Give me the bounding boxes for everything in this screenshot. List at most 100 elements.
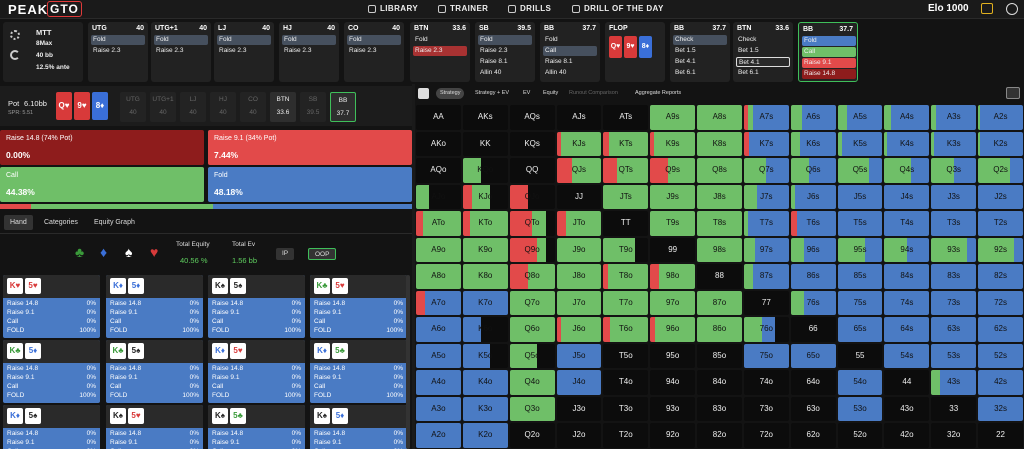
hand-cell[interactable]: K7s [743, 131, 789, 156]
hand-cell[interactable]: 93s [931, 237, 977, 262]
hand-cell[interactable]: 64s [884, 317, 930, 342]
refresh-icon[interactable] [10, 50, 20, 60]
hand-cell[interactable]: KK [462, 131, 508, 156]
hand-cell[interactable]: AJs [556, 105, 602, 130]
hand-cell[interactable]: A8s [697, 105, 742, 130]
hand-cell[interactable]: A8o [416, 264, 461, 289]
hand-cell[interactable]: J5o [556, 343, 602, 368]
hand-cell[interactable]: 95s [837, 237, 883, 262]
hand-cell[interactable]: A9s [650, 105, 696, 130]
range-tab[interactable]: Strategy [436, 88, 465, 99]
hand-cell[interactable]: Q9o [509, 237, 555, 262]
action-option[interactable]: Fold [347, 35, 401, 45]
hand-cell[interactable]: 88 [697, 264, 742, 289]
hand-cell[interactable]: 98s [697, 237, 742, 262]
hand-cell[interactable]: A7s [743, 105, 789, 130]
hand-cell[interactable]: 93o [650, 396, 696, 421]
hand-cell[interactable]: J7s [743, 184, 789, 209]
hand-cell[interactable]: T3s [931, 211, 977, 236]
hand-cell[interactable]: Q2o [509, 423, 555, 448]
hand-cell[interactable]: 96o [650, 317, 696, 342]
hand-cell[interactable]: T8s [697, 211, 742, 236]
hand-cell[interactable]: J5s [837, 184, 883, 209]
hand-cell[interactable]: K2s [978, 131, 1023, 156]
hand-cell[interactable]: 98o [650, 264, 696, 289]
hand-cell[interactable]: 55 [837, 343, 883, 368]
hand-cell[interactable]: J8o [556, 264, 602, 289]
hand-cell[interactable]: AJo [416, 184, 461, 209]
combo-card[interactable]: K♠ 5♠ Raise 14.8 0% Raise 9.1 0% Call 0% FOLD 100… [208, 275, 305, 338]
hand-cell[interactable]: T6o [603, 317, 649, 342]
hand-cell[interactable]: J2s [978, 184, 1023, 209]
hand-cell[interactable]: 83o [697, 396, 742, 421]
hand-tab[interactable]: Equity Graph [94, 219, 135, 226]
hand-cell[interactable]: K5s [837, 131, 883, 156]
action-option[interactable]: Raise 2.3 [156, 47, 184, 54]
hand-cell[interactable]: J6o [556, 317, 602, 342]
action-summary[interactable]: Fold 48.18% [208, 167, 412, 202]
hand-cell[interactable]: K6s [790, 131, 836, 156]
hand-cell[interactable]: 82s [978, 264, 1023, 289]
hand-cell[interactable]: 92s [978, 237, 1023, 262]
hand-cell[interactable]: 43o [884, 396, 930, 421]
hand-cell[interactable]: T3o [603, 396, 649, 421]
hand-cell[interactable]: T2o [603, 423, 649, 448]
hand-cell[interactable]: QJo [509, 184, 555, 209]
hand-cell[interactable]: 42s [978, 370, 1023, 395]
combo-card[interactable]: K♠5♥Raise 14.80%Raise 9.10%Call0%FOLD100… [106, 405, 203, 449]
hand-cell[interactable]: 32s [978, 396, 1023, 421]
hand-cell[interactable]: Q4s [884, 158, 930, 183]
hand-cell[interactable]: A3s [931, 105, 977, 130]
hand-cell[interactable]: K2o [462, 423, 508, 448]
hand-cell[interactable]: 84o [697, 370, 742, 395]
action-box[interactable]: BTN 33.6 Check Bet 1.5 Bet 4.1 Bet 6.1 [733, 22, 793, 82]
hand-cell[interactable]: J4o [556, 370, 602, 395]
action-option[interactable]: Raise 2.3 [219, 47, 247, 54]
hand-cell[interactable]: 62s [978, 317, 1023, 342]
hand-cell[interactable]: K8s [697, 131, 742, 156]
hand-cell[interactable]: T2s [978, 211, 1023, 236]
action-summary[interactable]: Call 44.38% [0, 167, 204, 202]
action-option[interactable]: Fold [478, 35, 532, 45]
action-option[interactable]: Bet 6.1 [738, 69, 759, 76]
action-box[interactable]: BB 37.7 Fold Call Raise 9.1 Raise 14.8 [798, 22, 858, 82]
hand-cell[interactable]: J9s [650, 184, 696, 209]
hand-cell[interactable]: 43s [931, 370, 977, 395]
hand-cell[interactable]: QJs [556, 158, 602, 183]
action-option[interactable]: Call [802, 47, 856, 57]
hand-cell[interactable]: 74o [743, 370, 789, 395]
action-summary[interactable]: Raise 14.8 (74% Pot) 0.00% [0, 130, 204, 165]
action-option[interactable]: Raise 2.3 [349, 47, 377, 54]
hand-cell[interactable]: 63o [790, 396, 836, 421]
action-option[interactable]: Raise 2.3 [284, 47, 312, 54]
hand-cell[interactable]: ATo [416, 211, 461, 236]
action-box[interactable]: BTN 33.6 Fold Raise 2.3 [410, 22, 470, 82]
action-option[interactable]: Bet 1.5 [738, 47, 759, 54]
hand-cell[interactable]: 33 [931, 396, 977, 421]
hand-cell[interactable]: AA [416, 105, 461, 130]
suit-filter[interactable]: ♦ [100, 244, 108, 260]
hand-cell[interactable]: 85s [837, 264, 883, 289]
position-toggle[interactable]: OOP [308, 248, 337, 260]
action-summary[interactable]: Raise 9.1 (34% Pot) 7.44% [208, 130, 412, 165]
action-option[interactable]: Allin 40 [480, 69, 502, 76]
hand-cell[interactable]: Q8o [509, 264, 555, 289]
hand-cell[interactable]: K9s [650, 131, 696, 156]
action-option[interactable]: Fold [217, 35, 271, 45]
hand-cell[interactable]: 72o [743, 423, 789, 448]
action-box[interactable]: UTG 40 Fold Raise 2.3 [88, 22, 148, 82]
action-option[interactable]: Allin 40 [545, 69, 567, 76]
hand-cell[interactable]: Q6o [509, 317, 555, 342]
hand-cell[interactable]: QTo [509, 211, 555, 236]
hand-cell[interactable]: J8s [697, 184, 742, 209]
hand-cell[interactable]: 72s [978, 290, 1023, 315]
action-box[interactable]: HJ 40 Fold Raise 2.3 [279, 22, 339, 82]
hand-cell[interactable]: 87o [697, 290, 742, 315]
range-tab[interactable]: Strategy + EV [475, 90, 510, 96]
hand-cell[interactable]: T5s [837, 211, 883, 236]
hand-tab[interactable]: Categories [44, 219, 78, 226]
suit-filter[interactable]: ♠ [125, 244, 133, 260]
hand-cell[interactable]: A5s [837, 105, 883, 130]
hand-cell[interactable]: AQs [509, 105, 555, 130]
range-tab[interactable]: Aggregate Reports [635, 90, 682, 96]
